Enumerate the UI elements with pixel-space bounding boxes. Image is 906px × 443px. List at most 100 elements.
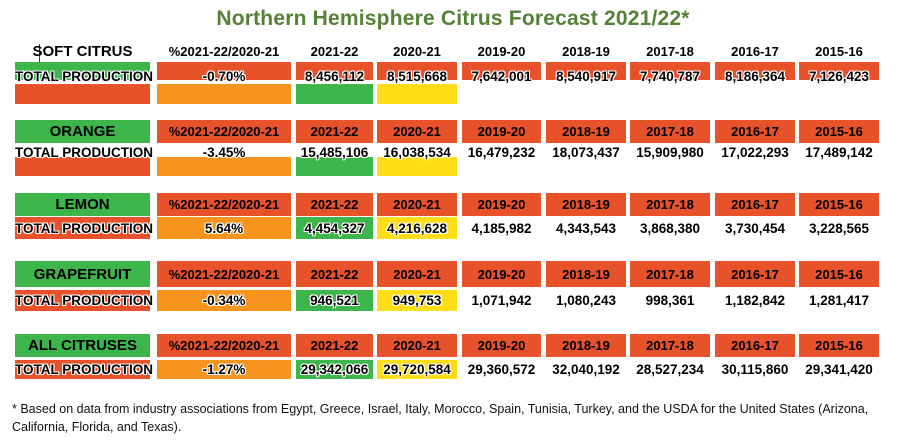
col-header-2015-16: 2015-16	[815, 267, 863, 282]
col-header-pct-change: %2021-22/2020-21	[168, 197, 280, 212]
header-bar	[296, 261, 373, 287]
category-bar-green	[15, 261, 150, 287]
footnote: * Based on data from industry associatio…	[12, 402, 869, 435]
header-band	[0, 120, 906, 143]
section-soft-citrus: SOFT CITRUS %2021-22/2020-21 2021-22 202…	[0, 44, 906, 106]
highlight-band	[0, 157, 906, 176]
value-pct-change: 5.64%	[204, 221, 244, 236]
bar-2020-21-yellow	[377, 290, 457, 311]
section-grapefruit: GRAPEFRUIT %2021-22/2020-21 2021-22 2020…	[0, 261, 906, 313]
header-bar	[377, 193, 457, 216]
header-row: GRAPEFRUIT %2021-22/2020-21 2021-22 2020…	[0, 267, 906, 282]
value-2019-20: 16,479,232	[467, 145, 536, 160]
col-header-2019-20: 2019-20	[477, 338, 526, 353]
value-row: TOTAL PRODUCTION -3.45% 15,485,106 16,03…	[0, 145, 906, 160]
value-2021-22: 8,456,112	[304, 69, 365, 84]
header-bar	[630, 62, 710, 80]
row-label: TOTAL PRODUCTION	[15, 362, 153, 377]
col-header-2020-21: 2020-21	[393, 267, 441, 282]
header-bar	[462, 193, 541, 216]
col-header-2019-20: 2019-20	[477, 197, 526, 212]
pct-change-bar-orange	[157, 217, 291, 239]
col-header-2020-21: 2020-21	[393, 197, 441, 212]
header-row: ALL CITRUSES %2021-22/2020-21 2021-22 20…	[0, 338, 906, 353]
col-header-2021-22: 2021-22	[310, 124, 359, 139]
col-header-2016-17: 2016-17	[731, 267, 779, 282]
value-2018-19: 4,343,543	[555, 221, 617, 236]
value-2018-19: 18,073,437	[552, 145, 620, 160]
value-pct-change: -3.45%	[202, 145, 246, 160]
value-2017-18: 15,909,980	[636, 145, 704, 160]
col-header-2018-19: 2018-19	[562, 338, 610, 353]
row-label-bar-red	[15, 290, 150, 311]
header-bar	[630, 334, 710, 357]
col-header-2015-16: 2015-16	[815, 338, 863, 353]
value-2018-19: 1,080,243	[555, 293, 617, 308]
col-header-2018-19: 2018-19	[562, 124, 610, 139]
bar-2021-22-green	[296, 360, 373, 379]
col-header-2020-21: 2020-21	[393, 44, 441, 59]
col-header-pct-change: %2021-22/2020-21	[168, 267, 280, 282]
col-header-2021-22: 2021-22	[310, 338, 359, 353]
col-header-2017-18: 2017-18	[646, 338, 694, 353]
col-header-pct-change: %2021-22/2020-21	[168, 338, 280, 353]
pct-change-bar-orange	[157, 84, 291, 104]
highlight-band	[0, 290, 906, 311]
value-2017-18: 7,740,787	[639, 69, 701, 84]
header-bar	[377, 62, 457, 80]
highlight-band	[0, 84, 906, 104]
col-header-2015-16: 2015-16	[815, 197, 863, 212]
header-bar	[157, 193, 291, 216]
value-2020-21: 4,216,628	[386, 221, 448, 236]
header-bar	[296, 120, 373, 143]
header-bar	[799, 62, 879, 80]
row-label-bar-red	[15, 360, 150, 379]
row-label: TOTAL PRODUCTION	[15, 145, 153, 160]
value-pct-change: -1.27%	[202, 362, 246, 377]
header-bar	[799, 261, 879, 287]
value-2016-17: 17,022,293	[721, 145, 789, 160]
col-header-2016-17: 2016-17	[731, 197, 779, 212]
header-bar	[296, 193, 373, 216]
col-header-2017-18: 2017-18	[646, 197, 694, 212]
value-row: TOTAL PRODUCTION -0.70% 8,456,112 8,515,…	[0, 69, 906, 84]
header-band	[0, 261, 906, 287]
header-row: SOFT CITRUS %2021-22/2020-21 2021-22 202…	[0, 44, 906, 59]
header-bar	[157, 334, 291, 357]
value-2015-16: 1,281,417	[808, 293, 870, 308]
col-header-2015-16: 2015-16	[815, 124, 863, 139]
value-2019-20: 7,642,001	[471, 69, 532, 84]
col-header-2021-22: 2021-22	[310, 44, 359, 59]
col-header-2016-17: 2016-17	[731, 124, 779, 139]
category-label: ALL CITRUSES	[28, 337, 137, 354]
col-header-2016-17: 2016-17	[731, 44, 779, 59]
header-bar	[799, 334, 879, 357]
value-2017-18: 998,361	[645, 293, 695, 308]
value-2020-21: 29,720,584	[383, 362, 451, 377]
col-header-2018-19: 2018-19	[562, 44, 610, 59]
header-bar	[157, 261, 291, 287]
header-row: LEMON %2021-22/2020-21 2021-22 2020-21 2…	[0, 197, 906, 212]
value-2015-16: 17,489,142	[805, 145, 873, 160]
value-2019-20: 1,071,942	[471, 293, 532, 308]
header-bar	[296, 62, 373, 80]
section-lemon: LEMON %2021-22/2020-21 2021-22 2020-21 2…	[0, 193, 906, 241]
row-label-bar-red	[15, 217, 150, 239]
header-bar	[377, 261, 457, 287]
bar-2020-21-yellow	[377, 217, 457, 239]
col-header-2019-20: 2019-20	[477, 44, 526, 59]
col-header-2016-17: 2016-17	[731, 338, 779, 353]
header-bar	[462, 334, 541, 357]
bar-2021-22-green	[296, 157, 373, 176]
value-2015-16: 3,228,565	[808, 221, 870, 236]
row-label: TOTAL PRODUCTION	[15, 69, 153, 84]
header-bar	[157, 62, 291, 80]
header-bar	[715, 334, 795, 357]
value-2016-17: 1,182,842	[724, 293, 786, 308]
header-bar	[715, 62, 795, 80]
header-bar	[546, 193, 626, 216]
bar-2021-22-green	[296, 84, 373, 104]
value-2016-17: 30,115,860	[721, 362, 789, 377]
header-bar	[546, 120, 626, 143]
